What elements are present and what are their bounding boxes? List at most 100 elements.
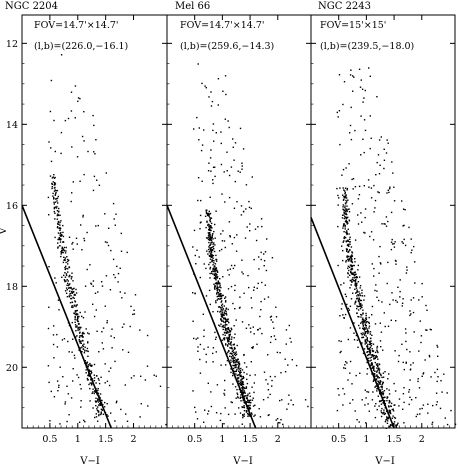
panel2-star-point [244, 237, 247, 239]
panel3-star-point [378, 255, 380, 258]
panel2-star-point [249, 230, 251, 232]
panel2-star-point [241, 321, 244, 323]
panel1-star-point [69, 302, 72, 304]
panel3-star-point [347, 239, 349, 241]
panel1-star-point [99, 404, 102, 406]
panel3-star-point [348, 309, 350, 311]
panel2-star-point [233, 207, 236, 209]
panel3-star-point [369, 235, 371, 238]
panel3-star-point [386, 139, 388, 141]
panel3-star-point [377, 376, 379, 378]
panel3-star-point [356, 289, 358, 291]
panel2-star-point [215, 260, 218, 262]
panel2-star-point [209, 229, 212, 232]
panel2-star-point [207, 238, 210, 241]
panel2-star-point [213, 274, 216, 277]
panel1-star-point [84, 311, 86, 313]
panel2-star-point [240, 376, 243, 378]
panel3-star-point [364, 404, 366, 406]
panel3-star-point [368, 348, 370, 350]
panel3-star-point [379, 373, 382, 375]
panel1-star-point [87, 332, 89, 334]
panel2-star-point [233, 337, 235, 339]
panel2-star-point [269, 316, 272, 318]
panel3-star-point [397, 360, 400, 363]
panel2-star-point [265, 379, 267, 381]
panel3-star-point [387, 189, 389, 191]
panel2-star-point [234, 284, 236, 287]
panel3-star-point [354, 129, 356, 132]
panel3-star-point [390, 405, 392, 408]
panel3-star-point [380, 263, 382, 265]
panel2-star-point [219, 285, 221, 287]
panel3-star-point [366, 391, 368, 393]
panel3-star-point [349, 305, 352, 307]
panel2-star-point [225, 327, 227, 330]
panel2-star-point [214, 331, 216, 334]
panel3-star-point [375, 403, 377, 405]
panel2-star-point [209, 221, 212, 223]
panel2-star-point [226, 330, 229, 332]
panel1-star-point [102, 413, 105, 415]
panel2-star-point [235, 353, 238, 355]
panel2-star-point [196, 418, 199, 420]
panel1-star-point [50, 390, 52, 393]
panel2-star-point [221, 339, 224, 341]
panel3-star-point [348, 211, 351, 213]
panel3-star-point [366, 331, 368, 333]
panel2-star-point [245, 386, 248, 388]
panel3-star-point [357, 300, 360, 302]
panel1-star-point [74, 294, 77, 296]
panel2-star-point [266, 238, 268, 240]
panel1-star-point [139, 329, 141, 331]
panel1-star-point [57, 238, 59, 241]
panel3-star-point [393, 421, 396, 423]
panel2-star-point [254, 374, 256, 376]
panel2-star-point [223, 337, 226, 339]
panel2-star-point [209, 235, 211, 237]
panel3-star-point [389, 424, 391, 427]
panel3-star-point [347, 258, 349, 260]
panel3-star-point [382, 376, 385, 378]
panel3-star-point [424, 359, 426, 361]
panel3-star-point [362, 323, 364, 325]
panel3-star-point [350, 138, 353, 141]
panel2-star-point [218, 286, 220, 288]
panel2-star-point [197, 346, 199, 348]
panel3-star-point [374, 289, 376, 292]
panel3-star-point [358, 298, 361, 301]
panel3-star-point [370, 342, 373, 345]
panel3-star-point [373, 267, 375, 270]
panel3-star-point [354, 273, 357, 276]
panel3-star-point [344, 216, 346, 218]
panel3-star-point [348, 266, 351, 268]
panel1-star-point [68, 284, 70, 286]
panel3-star-point [371, 364, 373, 366]
panel3-star-point [360, 79, 362, 81]
panel2-star-point [226, 360, 229, 362]
panel3-star-point [370, 356, 373, 358]
panel1-star-point [76, 309, 78, 312]
panel3-star-point [372, 355, 375, 357]
panel3-star-point [348, 258, 350, 260]
panel2-star-point [229, 335, 231, 337]
panel2-star-point [225, 307, 228, 309]
panel2-star-point [241, 383, 243, 386]
panel3-star-point [380, 331, 383, 333]
panel3-star-point [351, 251, 353, 253]
panel3-star-point [364, 129, 367, 132]
panel3-star-point [349, 274, 351, 276]
panel3-star-point [344, 206, 346, 209]
panel3-star-point [347, 199, 349, 201]
panel2-star-point [210, 272, 213, 275]
panel2-star-point [236, 201, 238, 203]
panel2-star-point [243, 410, 246, 412]
panel3-star-point [371, 334, 373, 336]
panel2-star-point [210, 247, 212, 250]
panel2-star-point [249, 401, 251, 404]
panel1-star-point [53, 201, 55, 204]
panel1-star-point [49, 110, 52, 113]
panel2-star-point [212, 270, 214, 272]
panel2-star-point [212, 352, 214, 355]
panel2-star-point [193, 229, 196, 232]
